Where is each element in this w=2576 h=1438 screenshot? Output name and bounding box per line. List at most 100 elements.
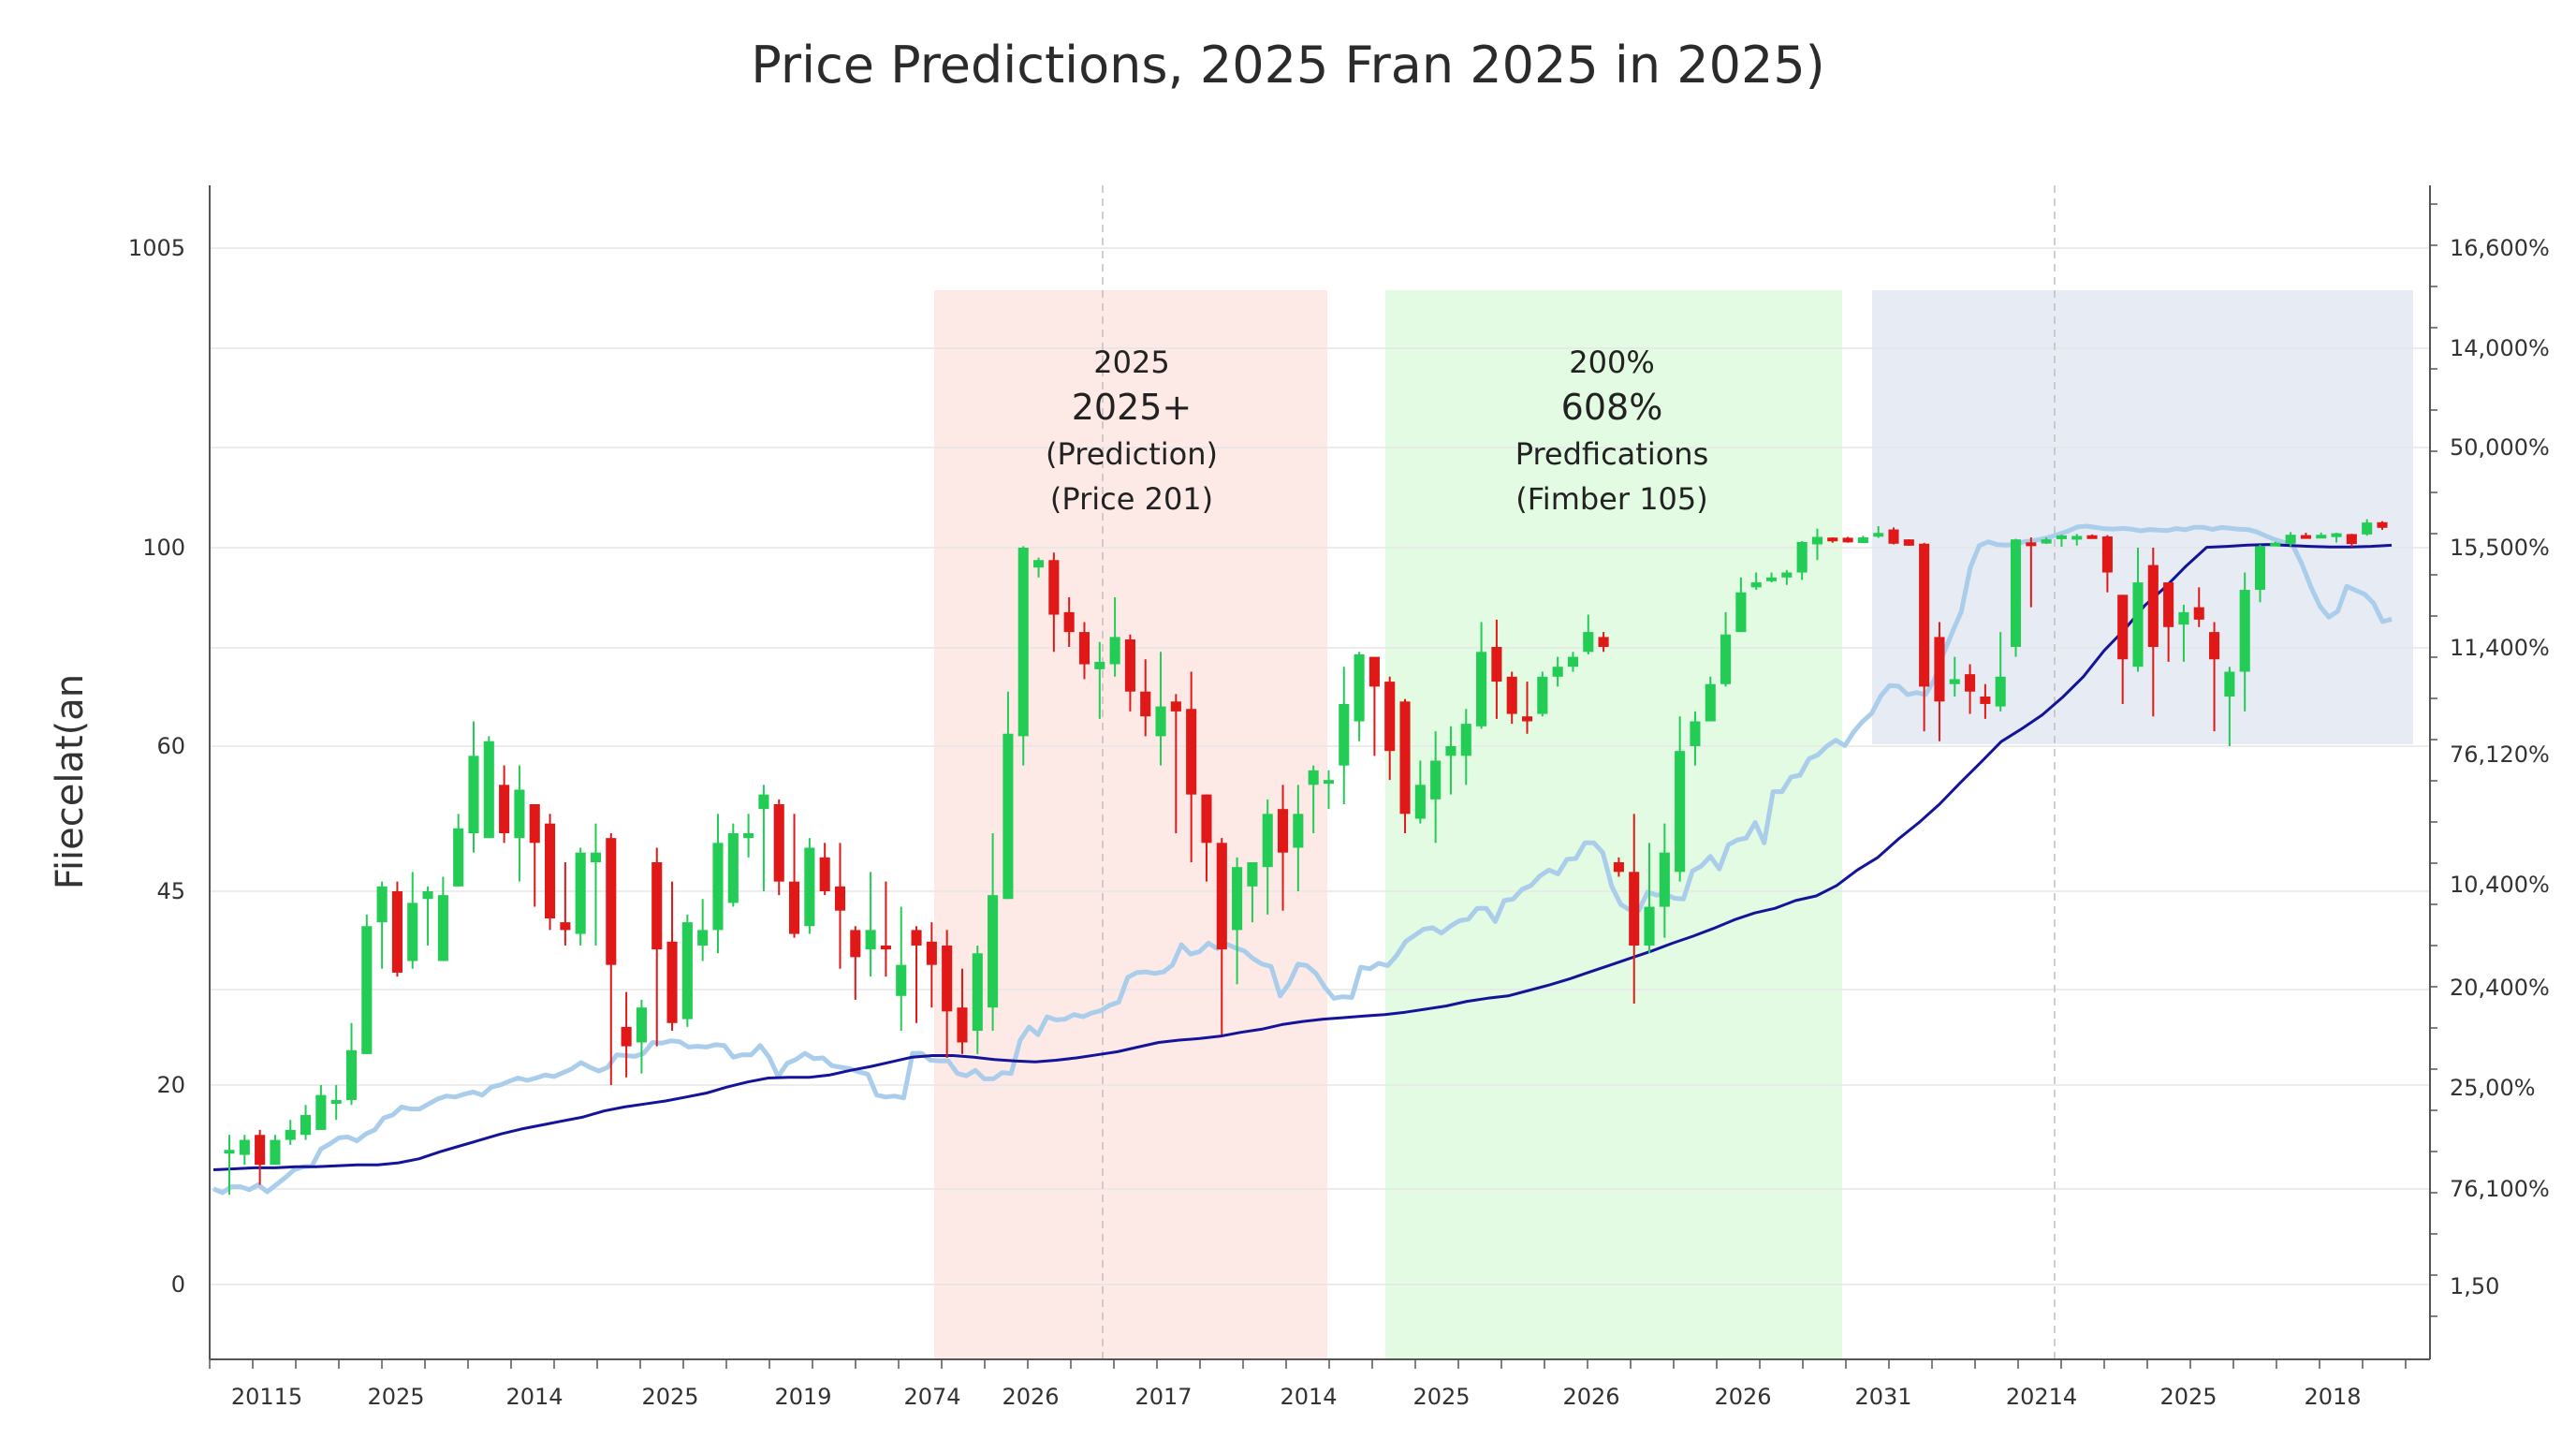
candle — [1857, 536, 1868, 544]
candle — [2239, 572, 2250, 712]
candle-body — [880, 945, 891, 950]
candle-body — [2071, 536, 2083, 540]
candle-body — [957, 1007, 968, 1043]
y-tick-label-right: 20,400% — [2450, 975, 2550, 1001]
candle-body — [1232, 867, 1243, 931]
candle — [300, 1105, 312, 1140]
candle — [1629, 814, 1640, 1005]
candle-body — [2178, 611, 2189, 625]
x-tick-label: 2014 — [505, 1384, 563, 1410]
candle-body — [255, 1135, 266, 1166]
candle — [926, 922, 937, 1008]
candle — [1827, 537, 1838, 543]
candle-body — [499, 785, 510, 833]
candle-body — [972, 953, 983, 1032]
y-tick-label-right: 10,400% — [2450, 872, 2550, 898]
candle — [1949, 656, 1960, 697]
candle — [453, 814, 464, 887]
candle-body — [1491, 647, 1502, 682]
candle-body — [1109, 637, 1120, 665]
candle — [942, 930, 953, 1059]
candle-body — [315, 1094, 327, 1130]
candle — [1903, 538, 1914, 546]
candle — [1552, 656, 1563, 687]
y-tick-label-right: 76,120% — [2450, 741, 2550, 768]
candle — [2163, 582, 2174, 662]
candle-body — [1170, 701, 1181, 712]
candle-body — [1339, 703, 1350, 766]
candle-body — [1629, 872, 1640, 946]
candle-body — [1445, 746, 1456, 756]
candle — [1140, 659, 1151, 737]
candle — [1186, 671, 1197, 862]
candle — [789, 814, 800, 938]
candle — [636, 999, 647, 1074]
candle-body — [773, 804, 784, 882]
candle — [2285, 532, 2296, 547]
candle-body — [1903, 539, 1914, 546]
candle-body — [865, 930, 876, 950]
candle — [834, 843, 846, 969]
annotation-line2: 608% — [1561, 387, 1663, 428]
candle — [850, 926, 861, 1000]
candle-body — [2362, 522, 2373, 535]
candle — [651, 847, 663, 1047]
candle-body — [468, 756, 479, 833]
x-tick-label: 2025 — [1412, 1384, 1470, 1410]
candle — [896, 906, 907, 1032]
y-tick-label-right: 11,400% — [2450, 635, 2550, 661]
candle-body — [1949, 679, 1960, 684]
y-tick-label-left: 1005 — [128, 235, 185, 261]
y-tick-label-right: 1,50 — [2450, 1273, 2499, 1299]
candle-body — [1827, 537, 1838, 542]
candle-body — [2254, 546, 2266, 591]
candle — [911, 926, 922, 1023]
candle-body — [2270, 542, 2281, 547]
candle — [681, 914, 693, 1027]
candle — [1354, 652, 1365, 741]
candle — [575, 847, 586, 946]
candle-body — [1980, 697, 1991, 704]
candle — [376, 881, 388, 969]
candle-body — [942, 945, 953, 1012]
candle-body — [1675, 751, 1686, 873]
candle — [1048, 552, 1060, 653]
candle — [1750, 572, 1762, 591]
candle-body — [453, 828, 464, 887]
candle — [2071, 534, 2083, 546]
candle — [2270, 541, 2281, 547]
candle-body — [1857, 537, 1868, 544]
candle-body — [666, 941, 678, 1023]
y-tick-label-right: 14,000% — [2450, 335, 2550, 361]
candle — [743, 814, 754, 858]
candle — [972, 945, 983, 1054]
candle — [1613, 857, 1624, 877]
annotation-line4: (Price 201) — [1050, 481, 1213, 517]
x-tick-label: 2014 — [1280, 1384, 1337, 1410]
candle-body — [2026, 542, 2037, 547]
candle — [468, 721, 479, 853]
x-tick-label: 2025 — [641, 1384, 698, 1410]
x-tick-label: 2026 — [1562, 1384, 1619, 1410]
candle-body — [376, 886, 388, 923]
candle-body — [422, 891, 433, 900]
candle — [529, 804, 540, 907]
candle-body — [1583, 632, 1594, 653]
candle-body — [330, 1099, 342, 1104]
candle-body — [1644, 906, 1655, 946]
candle-body — [2346, 534, 2357, 545]
candle-body — [1476, 652, 1487, 726]
candle — [407, 872, 418, 969]
candle-body — [407, 902, 418, 961]
y-tick-label-right: 76,100% — [2450, 1176, 2550, 1202]
candle — [1277, 785, 1289, 911]
candle-body — [224, 1150, 235, 1154]
candle-body — [1414, 785, 1426, 819]
y-tick-label-right: 50,000% — [2450, 434, 2550, 461]
candle — [483, 736, 494, 839]
annotation-line3: (Prediction) — [1046, 436, 1218, 472]
candle-body — [1720, 634, 1732, 684]
candle-body — [1094, 661, 1105, 669]
candle — [2254, 544, 2266, 603]
